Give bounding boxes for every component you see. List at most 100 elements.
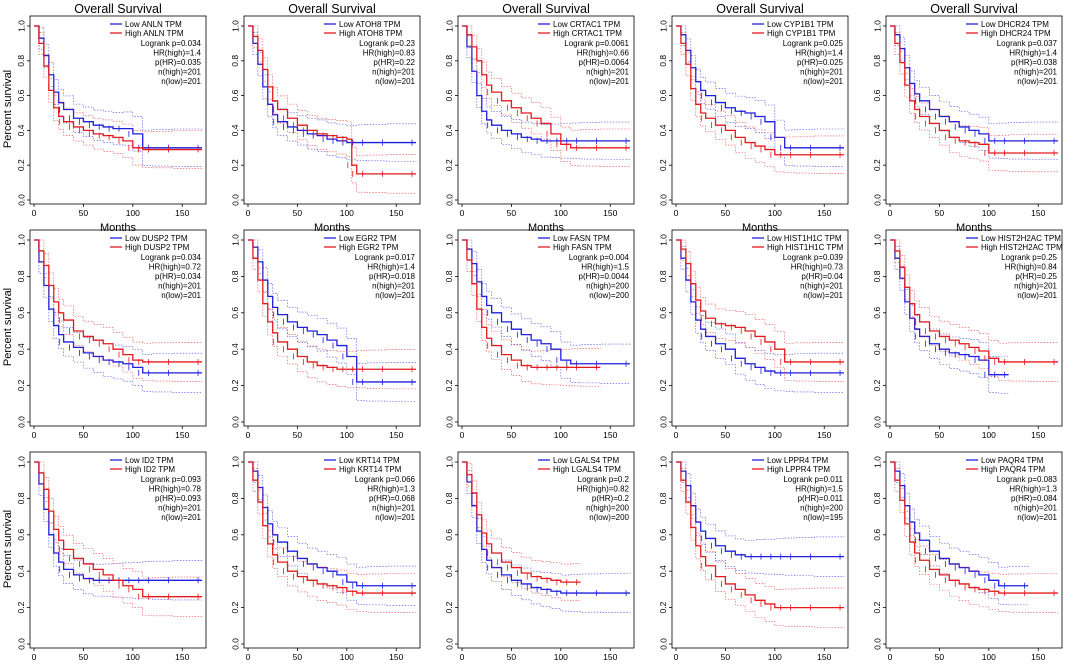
legend-high-label: High LGALS4 TPM <box>553 465 621 474</box>
y-tick-label: 0.6 <box>16 529 26 541</box>
stat-line: n(high)=201 <box>158 68 201 77</box>
plot-frame <box>29 451 207 649</box>
stat-line: Logrank p=0.093 <box>141 475 202 484</box>
y-tick-label: 0.2 <box>872 159 882 171</box>
y-tick-label: 0.8 <box>872 492 882 504</box>
y-tick-label: 0.4 <box>444 343 454 355</box>
x-tick-label: 0 <box>246 430 251 440</box>
plot-frame <box>885 229 1063 427</box>
high-survival-curve <box>462 25 630 149</box>
stat-line: n(low)=201 <box>375 77 415 86</box>
plot-frame <box>29 229 207 427</box>
y-tick-label: 0.4 <box>872 565 882 577</box>
stat-line: n(low)=201 <box>161 291 201 300</box>
y-tick-label: 1.0 <box>444 234 454 246</box>
stat-line: Logrank p=0.037 <box>997 39 1058 48</box>
legend-low-label: Low PAQR4 TPM <box>981 456 1044 465</box>
low-ci-lower <box>462 25 631 161</box>
stat-line: p(HR)=0.25 <box>1015 272 1057 281</box>
legend-high-label: High CYP1B1 TPM <box>767 29 836 38</box>
legend-box <box>964 455 1058 475</box>
high-ci-upper <box>676 239 845 344</box>
y-tick-label: 0.6 <box>444 307 454 319</box>
plot-frame <box>885 451 1063 649</box>
legend-box <box>322 19 416 39</box>
y-tick-label: 0.0 <box>230 416 240 428</box>
legend-low-label: Low ANLN TPM <box>125 20 182 29</box>
legend-low-label: Low HIST2H2AC TPM <box>981 234 1061 243</box>
stat-line: HR(high)=1.3 <box>1009 485 1057 494</box>
stat-line: n(high)=201 <box>158 282 201 291</box>
stat-line: HR(high)=0.83 <box>363 49 416 58</box>
y-tick-label: 0.4 <box>444 565 454 577</box>
y-tick-label: 0.8 <box>658 55 668 67</box>
stat-line: Logrank p=0.25 <box>1001 253 1057 262</box>
legend-high-label: High LPPR4 TPM <box>767 465 830 474</box>
y-tick-label: 0.0 <box>16 194 26 206</box>
legend-low-label: Low HIST1H1C TPM <box>767 234 842 243</box>
y-tick-label: 1.0 <box>444 456 454 468</box>
panel-title: Overall Survival <box>930 2 1018 16</box>
high-ci-upper <box>462 239 601 352</box>
y-tick-label: 0.2 <box>230 601 240 613</box>
low-survival-curve <box>248 461 416 587</box>
stat-line: n(high)=201 <box>372 504 415 513</box>
y-tick-label: 0.6 <box>444 529 454 541</box>
high-ci-lower <box>34 239 203 383</box>
x-tick-label: 0 <box>246 652 251 662</box>
plot-frame <box>457 15 635 205</box>
y-axis-label: Percent survival <box>2 288 14 366</box>
x-tick-label: 50 <box>507 652 517 662</box>
y-axis-label: Percent survival <box>2 510 14 588</box>
y-tick-label: 0.0 <box>444 416 454 428</box>
high-ci-lower <box>890 461 1059 614</box>
stat-line: HR(high)=1.5 <box>795 485 843 494</box>
stat-line: n(low)=201 <box>161 513 201 522</box>
high-survival-curve <box>890 239 1058 363</box>
legend-high-label: High ID2 TPM <box>125 465 175 474</box>
y-tick-label: 0.2 <box>230 379 240 391</box>
x-tick-label: 50 <box>935 208 945 218</box>
low-survival-curve <box>34 25 202 149</box>
stat-line: Logrank p=0.034 <box>141 253 202 262</box>
x-tick-label: 100 <box>554 652 568 662</box>
y-tick-label: 1.0 <box>230 234 240 246</box>
y-tick-label: 0.4 <box>16 565 26 577</box>
low-ci-lower <box>462 461 631 614</box>
km-panel-anln: 0.0 0.2 0.4 0.6 0.8 1.0 0 50 100 150 Overall Survi… <box>2 2 207 234</box>
y-tick-label: 0.4 <box>444 124 454 136</box>
stat-line: p(HR)=0.084 <box>1011 494 1058 503</box>
y-tick-label: 1.0 <box>16 20 26 32</box>
y-tick-label: 0.2 <box>444 601 454 613</box>
y-tick-label: 0.6 <box>872 89 882 101</box>
legend-box <box>536 19 630 39</box>
legend-low-label: Low DUSP2 TPM <box>125 234 188 243</box>
x-tick-label: 100 <box>554 430 568 440</box>
y-tick-label: 0.2 <box>444 379 454 391</box>
x-axis-label: Months <box>742 222 779 234</box>
x-tick-label: 100 <box>554 208 568 218</box>
high-ci-upper <box>248 25 417 156</box>
x-tick-label: 100 <box>340 652 354 662</box>
x-tick-label: 100 <box>982 430 996 440</box>
x-tick-label: 50 <box>293 652 303 662</box>
stat-line: n(high)=201 <box>158 504 201 513</box>
x-axis-label: Months <box>314 222 351 234</box>
legend-box <box>322 455 416 475</box>
y-tick-label: 0.2 <box>872 601 882 613</box>
y-tick-label: 0.4 <box>230 343 240 355</box>
x-tick-label: 150 <box>389 208 403 218</box>
high-survival-curve <box>890 25 1058 154</box>
x-axis-label: Months <box>100 222 137 234</box>
x-tick-label: 50 <box>721 652 731 662</box>
stat-line: n(low)=201 <box>375 291 415 300</box>
legend-box <box>536 455 630 475</box>
x-tick-label: 150 <box>817 652 831 662</box>
stat-line: p(HR)=0.0044 <box>579 272 630 281</box>
high-ci-upper <box>676 461 845 590</box>
high-ci-upper <box>34 239 203 344</box>
stat-line: n(high)=201 <box>372 68 415 77</box>
stat-line: n(high)=201 <box>800 282 843 291</box>
stat-line: HR(high)=1.4 <box>153 49 201 58</box>
x-tick-label: 150 <box>603 652 617 662</box>
